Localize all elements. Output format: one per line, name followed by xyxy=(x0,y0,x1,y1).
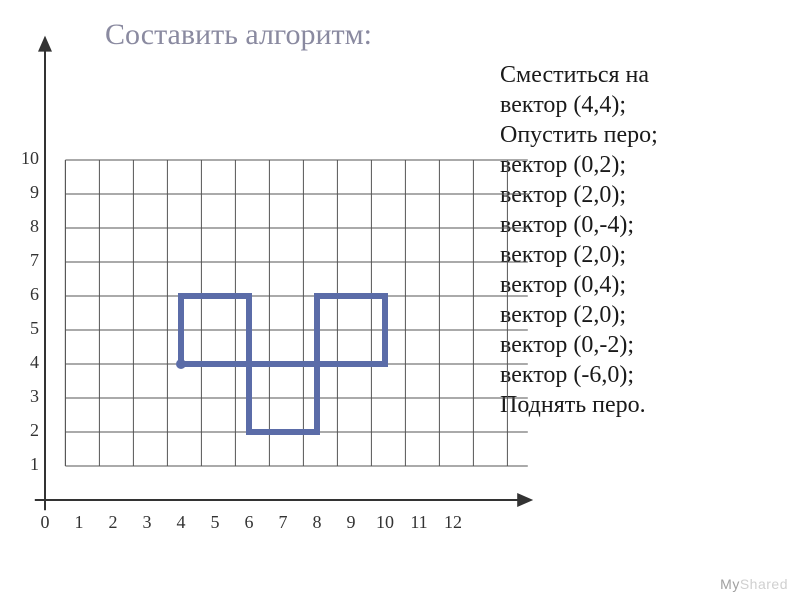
x-tick-label: 2 xyxy=(103,512,123,533)
y-tick-label: 3 xyxy=(11,386,39,407)
y-tick-label: 5 xyxy=(11,318,39,339)
coordinate-grid xyxy=(0,0,800,600)
y-tick-label: 2 xyxy=(11,420,39,441)
y-tick-label: 8 xyxy=(11,216,39,237)
slide: Составить алгоритм: Сместиться навектор … xyxy=(0,0,800,600)
x-tick-label: 10 xyxy=(375,512,395,533)
x-tick-label: 4 xyxy=(171,512,191,533)
watermark-suffix: Shared xyxy=(740,576,788,592)
x-tick-label: 6 xyxy=(239,512,259,533)
x-tick-label: 0 xyxy=(35,512,55,533)
x-tick-label: 5 xyxy=(205,512,225,533)
x-tick-label: 9 xyxy=(341,512,361,533)
y-tick-label: 7 xyxy=(11,250,39,271)
y-tick-label: 4 xyxy=(11,352,39,373)
watermark-prefix: My xyxy=(720,576,740,592)
watermark: MyShared xyxy=(720,576,788,592)
y-tick-label: 1 xyxy=(11,454,39,475)
x-tick-label: 11 xyxy=(409,512,429,533)
x-tick-label: 12 xyxy=(443,512,463,533)
x-tick-label: 3 xyxy=(137,512,157,533)
y-tick-label: 10 xyxy=(11,148,39,169)
y-tick-label: 9 xyxy=(11,182,39,203)
x-tick-label: 8 xyxy=(307,512,327,533)
x-tick-label: 1 xyxy=(69,512,89,533)
y-tick-label: 6 xyxy=(11,284,39,305)
x-tick-label: 7 xyxy=(273,512,293,533)
